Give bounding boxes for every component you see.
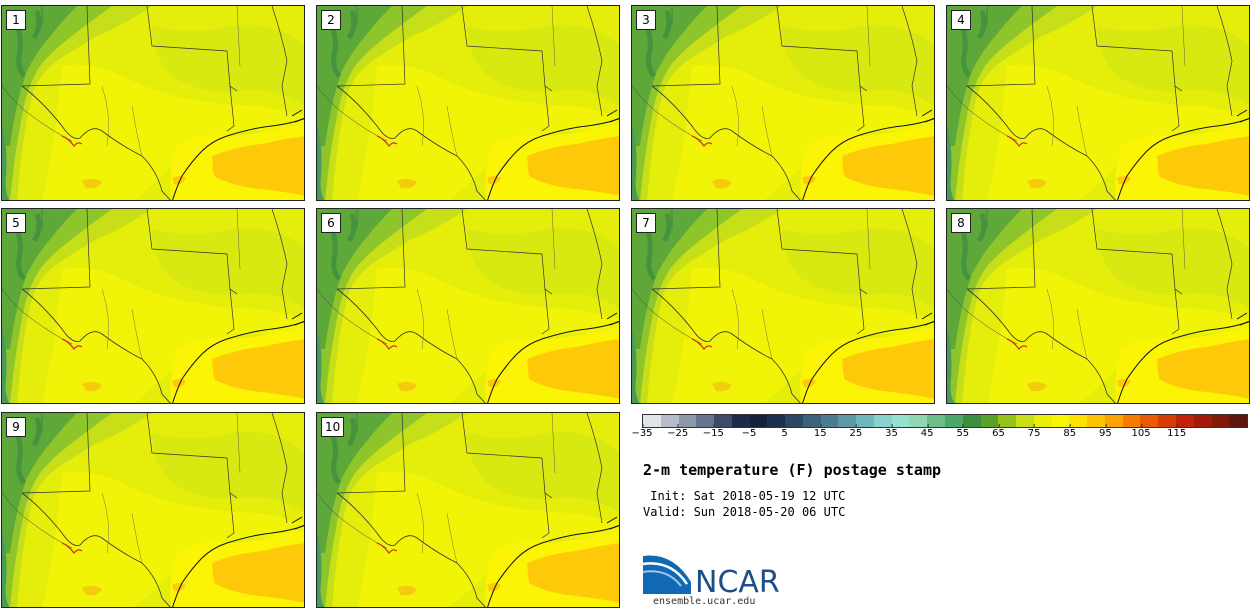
colorbar-swatch [1104,415,1123,427]
ensemble-member-map: 1 [1,5,305,201]
colorbar-swatch [1051,415,1070,427]
colorbar-swatch [1140,415,1159,427]
colorbar-tick: 65 [992,424,1005,439]
colorbar-tick: 35 [885,424,898,439]
member-number-label: 2 [321,10,341,30]
member-number-label: 10 [321,417,345,437]
member-number-label: 5 [6,213,26,233]
ensemble-member-map: 6 [316,208,620,404]
colorbar-swatch [696,415,715,427]
ensemble-member-map: 3 [631,5,935,201]
member-number-label: 9 [6,417,26,437]
colorbar-swatch [962,415,981,427]
site-url: ensemble.ucar.edu [653,596,756,607]
colorbar-swatch [1122,415,1141,427]
colorbar-tick: 55 [956,424,970,439]
colorbar-swatch [891,415,910,427]
colorbar-swatch [643,415,661,427]
member-number-label: 3 [636,10,656,30]
colorbar-tick: −25 [667,424,689,439]
colorbar-tick: 25 [849,424,863,439]
member-number-label: 8 [951,213,971,233]
colorbar-swatch [1087,415,1105,427]
colorbar-swatch [856,415,874,427]
valid-time: Valid: Sun 2018-05-20 06 UTC [643,505,846,519]
member-number-label: 4 [951,10,971,30]
colorbar-swatch [660,415,679,427]
colorbar-swatch [731,415,750,427]
ncar-logo: NCAR [642,552,793,600]
member-number-label: 7 [636,213,656,233]
colorbar-tick: −5 [741,424,757,439]
colorbar-tick-labels: −35 −25 −15 −5 5 15 25 35 45 55 65 75 85 95 105 115 [631,424,1248,450]
colorbar-swatch [767,415,786,427]
ensemble-member-map: 4 [946,5,1250,201]
colorbar-tick: 75 [1027,424,1041,439]
colorbar-swatch [998,415,1017,427]
colorbar-swatch [945,415,963,427]
colorbar-swatch [1175,415,1194,427]
ensemble-member-map: 9 [1,412,305,608]
colorbar-swatch [980,415,999,427]
colorbar-swatch [1158,415,1176,427]
temperature-colorbar [642,414,1248,428]
colorbar-swatch [927,415,946,427]
colorbar-swatch [1211,415,1230,427]
ensemble-member-map: 5 [1,208,305,404]
colorbar-tick: 95 [1099,424,1112,439]
member-number-label: 6 [321,213,341,233]
colorbar-swatch [785,415,803,427]
colorbar-tick: 115 [1167,424,1187,439]
ncar-logo-text: NCAR [695,565,780,596]
colorbar-swatch [1229,415,1248,427]
ensemble-member-map: 8 [946,208,1250,404]
ensemble-member-map: 2 [316,5,620,201]
colorbar-swatch [873,415,892,427]
ensemble-member-map: 10 [316,412,620,608]
colorbar-swatch [678,415,697,427]
colorbar-tick: −15 [702,424,724,439]
colorbar-swatch [820,415,839,427]
colorbar-swatch [749,415,768,427]
colorbar-swatch [1193,415,1212,427]
figure-title: 2-m temperature (F) postage stamp [643,461,942,479]
colorbar-tick: 15 [813,424,827,439]
colorbar-tick: 5 [781,424,788,439]
colorbar-tick: 45 [920,424,934,439]
colorbar-swatch [909,415,928,427]
member-number-label: 1 [6,10,26,30]
colorbar-tick: 105 [1131,424,1151,439]
colorbar-swatch [838,415,857,427]
colorbar-tick: 85 [1063,424,1077,439]
colorbar-swatch [714,415,732,427]
init-time: Init: Sat 2018-05-19 12 UTC [643,489,846,503]
colorbar-swatch [1033,415,1052,427]
colorbar-swatch [802,415,821,427]
colorbar-swatch [1069,415,1088,427]
ensemble-member-map: 7 [631,208,935,404]
colorbar-swatch [1016,415,1034,427]
colorbar-tick: −35 [631,424,653,439]
